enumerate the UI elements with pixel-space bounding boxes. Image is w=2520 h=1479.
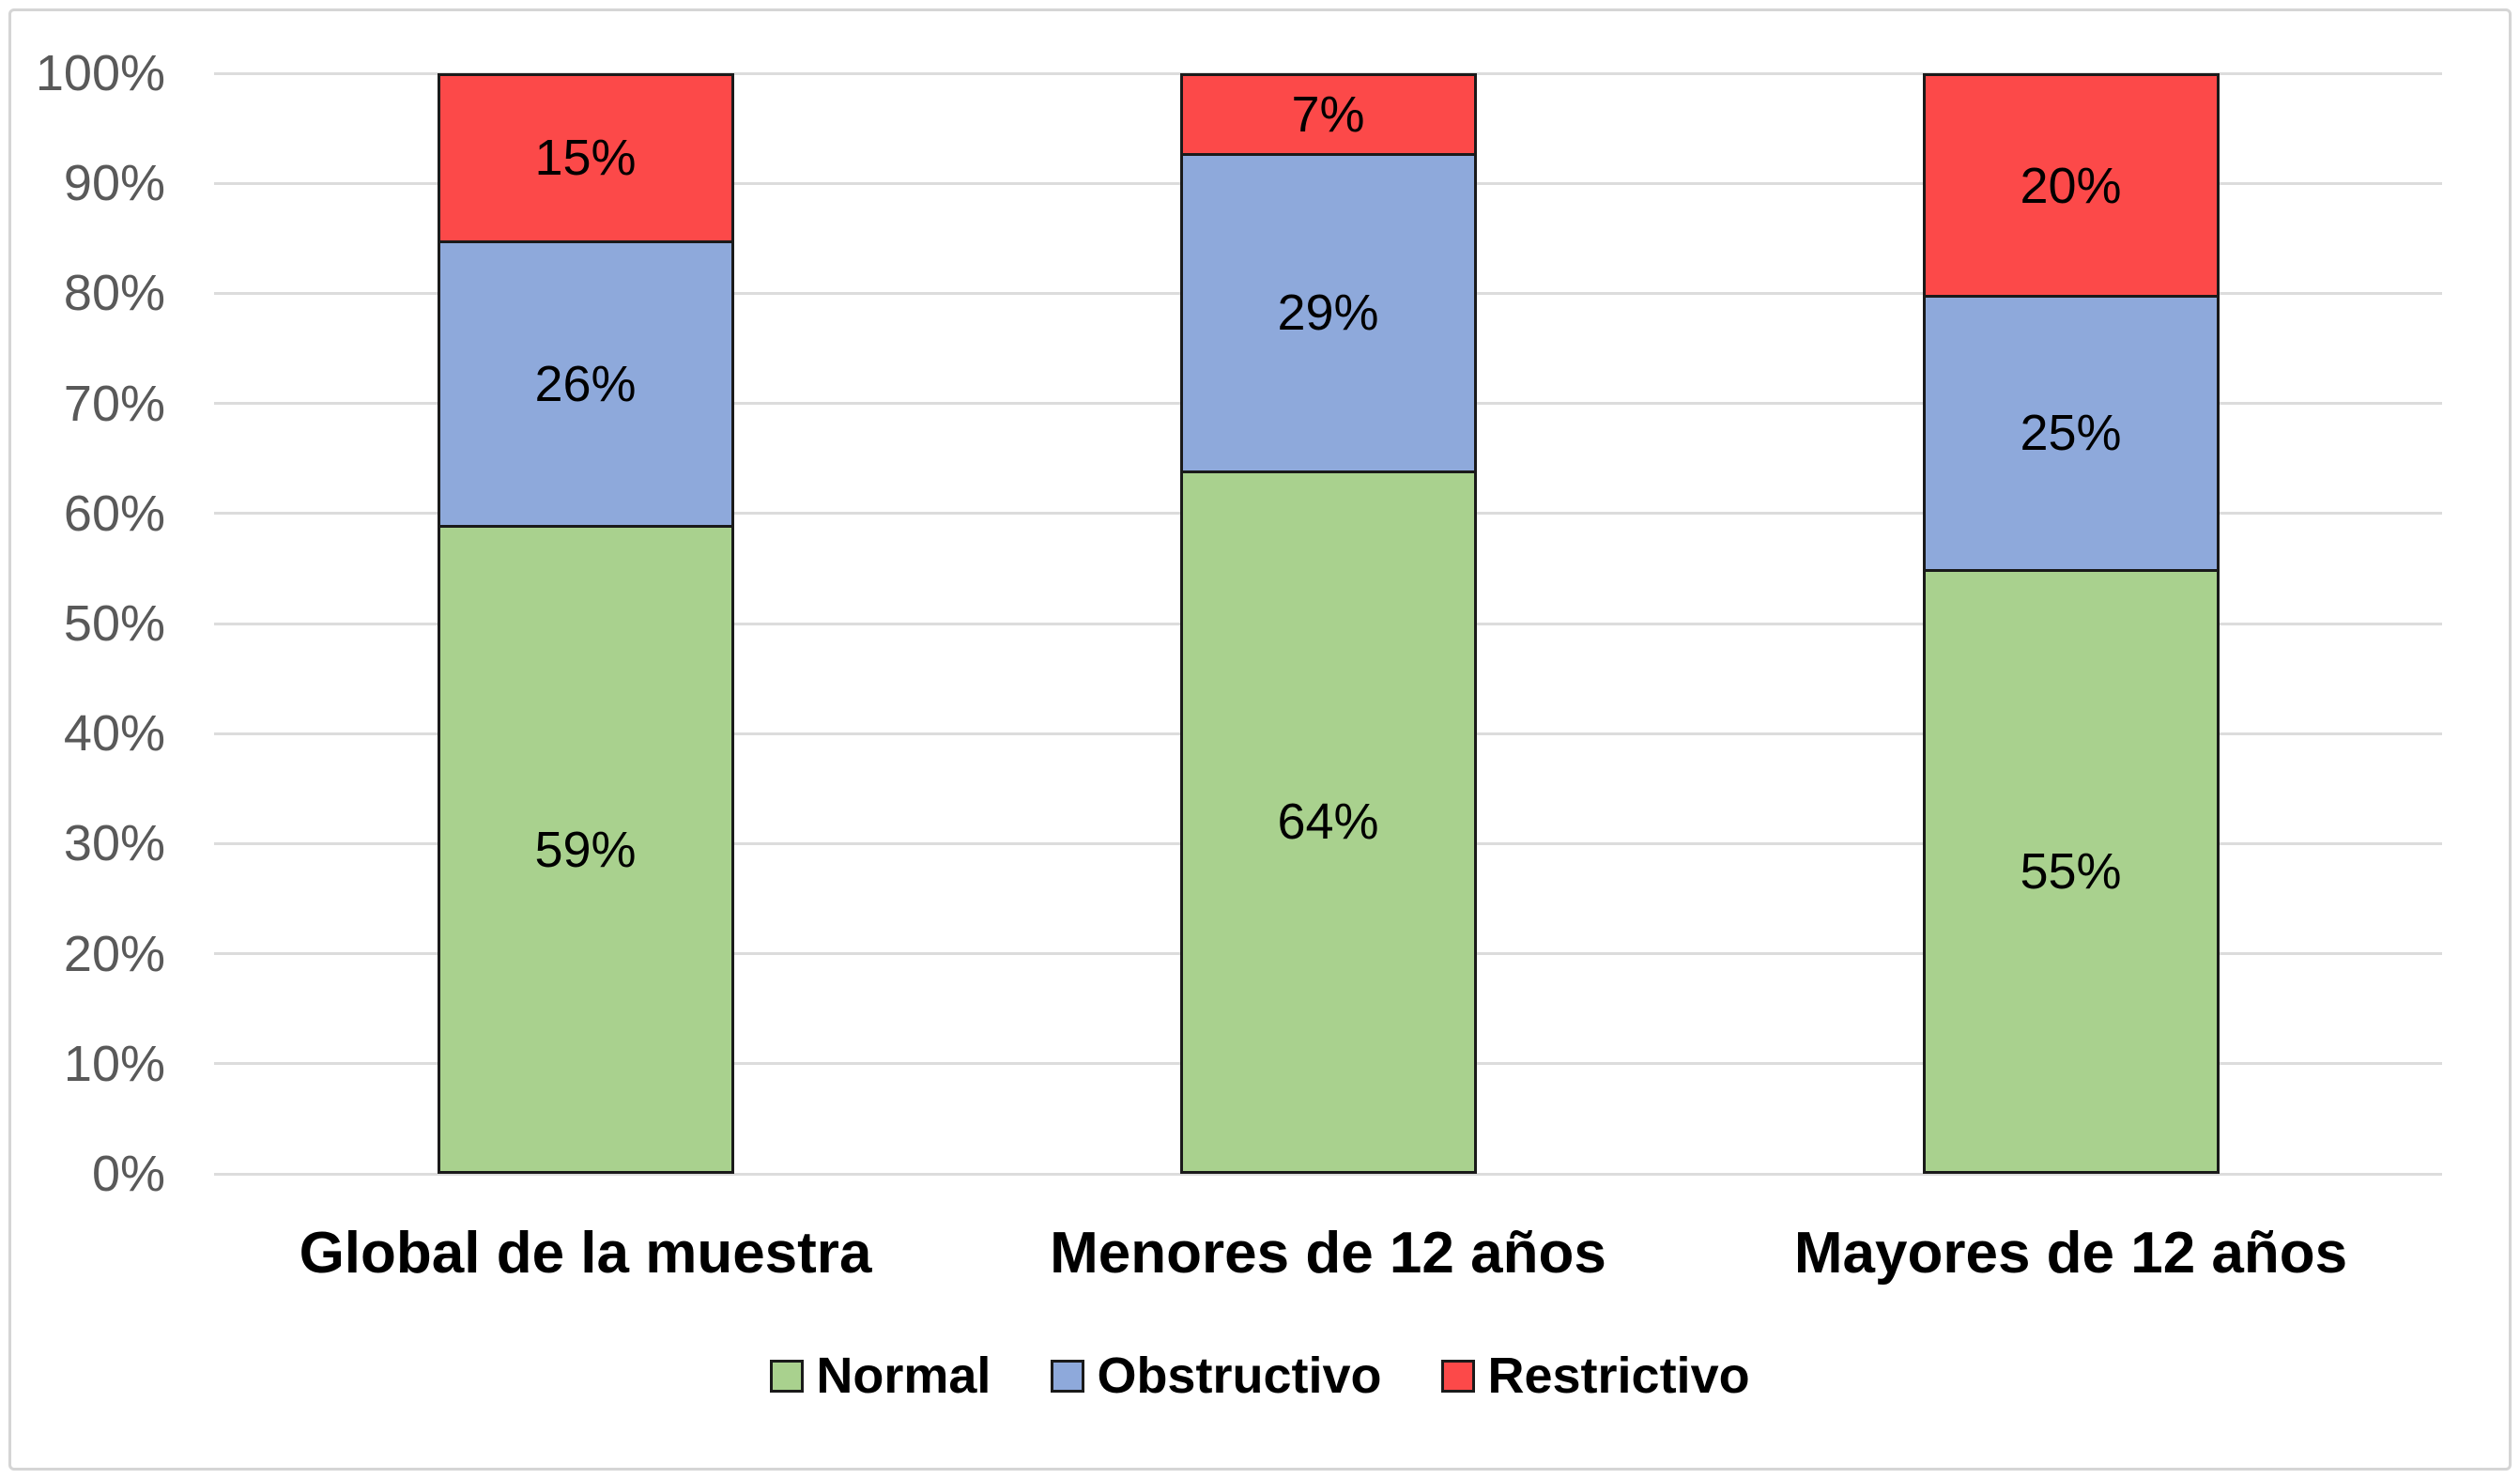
y-axis-tick-label: 100% <box>35 45 165 101</box>
y-axis-tick-label: 50% <box>63 595 165 652</box>
gridline-0% <box>214 1172 2442 1176</box>
data-label: 26% <box>534 355 637 412</box>
bar-3: 20% 25% 55% <box>1922 73 2220 1174</box>
legend-item-obstructivo: Obstructivo <box>1051 1347 1381 1405</box>
y-axis-tick-label: 30% <box>63 815 165 872</box>
category-label: Mayores de 12 años <box>1793 1221 2348 1286</box>
legend-label: Obstructivo <box>1097 1348 1382 1404</box>
legend-item-restrictivo: Restrictivo <box>1441 1347 1750 1405</box>
segment-normal: 64% <box>1182 470 1474 1171</box>
category-label: Menores de 12 años <box>1050 1221 1606 1286</box>
data-label: 15% <box>534 130 637 187</box>
bar-2: 7% 29% 64% <box>1179 73 1477 1174</box>
legend-label: Restrictivo <box>1487 1348 1750 1404</box>
legend-label: Normal <box>816 1348 991 1404</box>
y-axis-tick-label: 20% <box>63 925 165 982</box>
segment-obstructivo: 29% <box>1182 152 1474 470</box>
bar-1: 15% 26% 59% <box>437 73 734 1174</box>
y-axis-tick-label: 40% <box>63 705 165 763</box>
y-axis-tick-label: 60% <box>63 485 165 542</box>
segment-obstructivo: 25% <box>1925 295 2217 569</box>
segment-obstructivo: 26% <box>439 239 731 526</box>
legend-marker-icon <box>770 1359 805 1393</box>
segment-normal: 55% <box>1925 568 2217 1171</box>
data-label: 7% <box>1291 85 1365 143</box>
legend-item-normal: Normal <box>770 1347 991 1405</box>
category-label: Global de la muestra <box>299 1221 872 1286</box>
y-axis-tick-label: 90% <box>63 155 165 212</box>
data-label: 55% <box>2020 842 2122 900</box>
data-label: 29% <box>1277 285 1379 342</box>
y-axis-tick-label: 0% <box>91 1146 165 1202</box>
y-axis-tick-label: 10% <box>63 1035 165 1092</box>
segment-restrictivo: 20% <box>1925 76 2217 296</box>
segment-normal: 59% <box>439 525 731 1171</box>
data-label: 20% <box>2020 157 2122 214</box>
data-label: 64% <box>1277 793 1379 851</box>
y-axis-tick-label: 80% <box>63 265 165 322</box>
legend: Normal Obstructivo Restrictivo <box>0 1347 2520 1405</box>
y-axis-tick-label: 70% <box>63 375 165 432</box>
legend-marker-icon <box>1441 1359 1476 1393</box>
data-label: 59% <box>534 821 637 878</box>
segment-restrictivo: 7% <box>1182 76 1474 153</box>
segment-restrictivo: 15% <box>439 76 731 240</box>
data-label: 25% <box>2020 405 2122 462</box>
legend-marker-icon <box>1051 1359 1085 1393</box>
